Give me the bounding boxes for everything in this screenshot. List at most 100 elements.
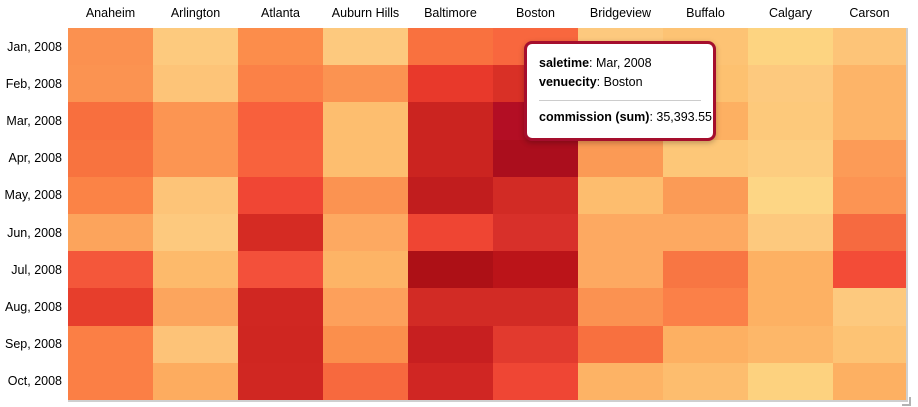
heatmap-cell[interactable] <box>323 28 408 66</box>
heatmap-cell[interactable] <box>238 65 323 103</box>
heatmap-cell[interactable] <box>68 102 153 140</box>
heatmap-cell[interactable] <box>748 176 833 214</box>
heatmap-cell[interactable] <box>408 139 493 177</box>
heatmap-cell[interactable] <box>238 176 323 214</box>
heatmap-cell[interactable] <box>833 288 906 326</box>
heatmap-cell[interactable] <box>408 28 493 66</box>
heatmap-cell[interactable] <box>323 288 408 326</box>
heatmap-cell[interactable] <box>493 213 578 252</box>
row-label-mar: Mar, 2008 <box>6 113 62 128</box>
heatmap-cell[interactable] <box>153 102 238 140</box>
column-header-auburn-hills: Auburn Hills <box>331 6 400 20</box>
heatmap-cell[interactable] <box>833 139 906 177</box>
heatmap-cell[interactable] <box>663 251 748 289</box>
heatmap-cell[interactable] <box>153 139 238 177</box>
heatmap-cell[interactable] <box>833 176 906 214</box>
heatmap-cell[interactable] <box>493 251 578 289</box>
heatmap-cell[interactable] <box>153 65 238 103</box>
heatmap-cell[interactable] <box>408 213 493 252</box>
heatmap-cell[interactable] <box>68 139 153 177</box>
heatmap-cell[interactable] <box>748 65 833 103</box>
heatmap-cell[interactable] <box>408 288 493 326</box>
heatmap-cell[interactable] <box>153 325 238 363</box>
heatmap-cell[interactable] <box>833 325 906 363</box>
heatmap-cell[interactable] <box>153 362 238 400</box>
heatmap-cell[interactable] <box>578 213 663 252</box>
heatmap-cell[interactable] <box>323 139 408 177</box>
column-header-boston: Boston <box>516 6 555 20</box>
tooltip-saletime: saletime: Mar, 2008 <box>539 56 652 70</box>
heatmap-cell[interactable] <box>578 176 663 214</box>
heatmap-cell[interactable] <box>408 176 493 214</box>
heatmap-cell[interactable] <box>578 251 663 289</box>
heatmap-cell[interactable] <box>238 139 323 177</box>
heatmap-cell[interactable] <box>663 176 748 214</box>
heatmap-cell[interactable] <box>68 65 153 103</box>
heatmap-cell[interactable] <box>748 102 833 140</box>
heatmap-cell[interactable] <box>578 288 663 326</box>
heatmap-cell[interactable] <box>493 288 578 326</box>
heatmap-cell[interactable] <box>663 139 748 177</box>
heatmap-cell[interactable] <box>408 251 493 289</box>
heatmap-cell[interactable] <box>153 213 238 252</box>
column-header-anaheim: Anaheim <box>85 6 136 20</box>
heatmap-cell[interactable] <box>68 288 153 326</box>
heatmap-cell[interactable] <box>68 176 153 214</box>
heatmap-cell[interactable] <box>748 325 833 363</box>
heatmap-cell[interactable] <box>578 139 663 177</box>
heatmap-cell[interactable] <box>578 325 663 363</box>
heatmap-cell[interactable] <box>153 28 238 66</box>
heatmap-cell[interactable] <box>748 139 833 177</box>
heatmap-cell[interactable] <box>663 288 748 326</box>
heatmap-cell[interactable] <box>833 251 906 289</box>
heatmap-cell[interactable] <box>68 28 153 66</box>
heatmap-cell[interactable] <box>748 288 833 326</box>
row-label-may: May, 2008 <box>4 188 62 203</box>
heatmap-cell[interactable] <box>663 325 748 363</box>
heatmap-cell[interactable] <box>493 176 578 214</box>
heatmap-cell[interactable] <box>408 362 493 400</box>
heatmap-cell[interactable] <box>323 362 408 400</box>
heatmap-cell[interactable] <box>153 176 238 214</box>
heatmap-cell[interactable] <box>68 213 153 252</box>
heatmap-cell[interactable] <box>238 362 323 400</box>
heatmap-cell[interactable] <box>153 251 238 289</box>
heatmap-cell[interactable] <box>238 213 323 252</box>
heatmap-cell[interactable] <box>578 362 663 400</box>
tooltip: saletime: Mar, 2008 venuecity: Boston co… <box>524 41 716 142</box>
heatmap-cell[interactable] <box>323 176 408 214</box>
heatmap-cell[interactable] <box>663 362 748 400</box>
heatmap-cell[interactable] <box>408 325 493 363</box>
tooltip-commission: commission (sum): 35,393.55 <box>539 109 712 124</box>
heatmap-cell[interactable] <box>68 251 153 289</box>
heatmap-cell[interactable] <box>663 213 748 252</box>
heatmap-cell[interactable] <box>493 325 578 363</box>
heatmap-cell[interactable] <box>748 213 833 252</box>
heatmap-cell[interactable] <box>323 213 408 252</box>
heatmap-cell[interactable] <box>833 213 906 252</box>
heatmap-cell[interactable] <box>238 102 323 140</box>
heatmap-cell[interactable] <box>323 325 408 363</box>
heatmap-cell[interactable] <box>238 251 323 289</box>
heatmap-cell[interactable] <box>323 102 408 140</box>
heatmap-cell[interactable] <box>493 139 578 177</box>
heatmap-cell[interactable] <box>748 28 833 66</box>
heatmap-cell[interactable] <box>68 362 153 400</box>
heatmap-cell[interactable] <box>493 362 578 400</box>
heatmap-cell[interactable] <box>408 65 493 103</box>
heatmap-cell[interactable] <box>833 102 906 140</box>
heatmap-cell[interactable] <box>748 362 833 400</box>
heatmap-cell[interactable] <box>238 325 323 363</box>
heatmap-cell[interactable] <box>323 251 408 289</box>
resize-handle-icon[interactable] <box>902 397 911 406</box>
heatmap-cell[interactable] <box>833 362 906 400</box>
heatmap-cell[interactable] <box>833 28 906 66</box>
heatmap-cell[interactable] <box>238 28 323 66</box>
heatmap-cell[interactable] <box>238 288 323 326</box>
heatmap-cell[interactable] <box>408 102 493 140</box>
heatmap-cell[interactable] <box>748 251 833 289</box>
heatmap-cell[interactable] <box>153 288 238 326</box>
heatmap-cell[interactable] <box>68 325 153 363</box>
heatmap-cell[interactable] <box>833 65 906 103</box>
heatmap-cell[interactable] <box>323 65 408 103</box>
